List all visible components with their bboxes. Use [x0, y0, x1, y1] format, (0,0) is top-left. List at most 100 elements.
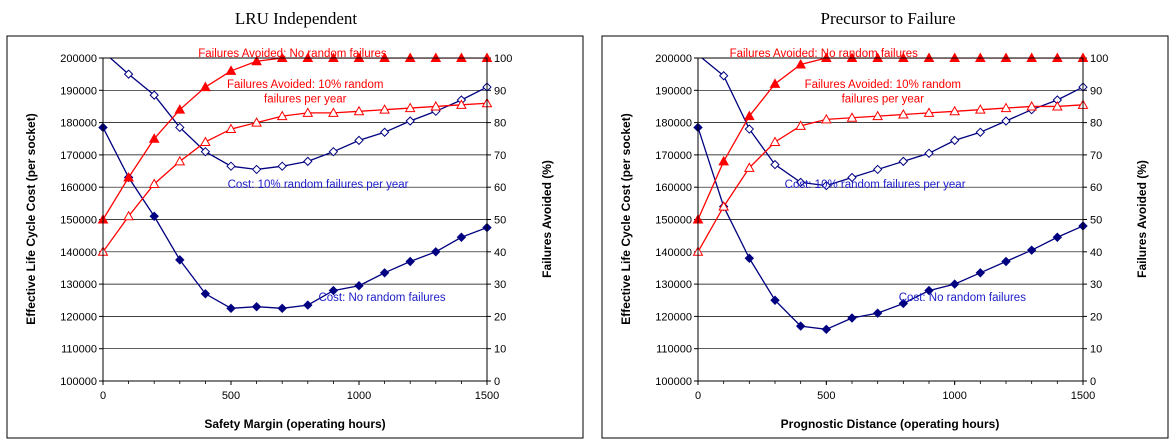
data-point	[820, 113, 832, 124]
data-point	[872, 110, 884, 121]
data-point	[770, 295, 780, 305]
y2-axis-label: Failures Avoided (%)	[1135, 160, 1149, 278]
data-point	[821, 180, 832, 191]
chart-frame	[6, 35, 584, 439]
x-tick-label: 1000	[347, 390, 371, 402]
data-point	[1001, 116, 1011, 126]
data-point	[276, 110, 288, 121]
y2-tick-label: 50	[494, 215, 506, 227]
annotation-label: failures per year	[842, 93, 925, 105]
data-point	[718, 155, 730, 166]
data-point	[430, 100, 442, 111]
annotation-label: Cost: 10% random failures per year	[785, 179, 966, 191]
y-tick-label: 190000	[655, 85, 692, 97]
data-point	[846, 112, 858, 122]
data-point	[174, 104, 186, 114]
y-tick-label: 150000	[655, 215, 692, 227]
y-tick-label: 130000	[60, 279, 97, 291]
data-point	[975, 127, 986, 137]
data-point	[743, 162, 755, 172]
data-point	[149, 211, 159, 221]
y2-tick-label: 80	[1090, 118, 1102, 130]
data-point	[302, 107, 314, 117]
y-tick-label: 100000	[655, 376, 692, 388]
annotation-label: Failures Avoided: 10% random	[227, 79, 383, 91]
data-point	[718, 201, 730, 211]
data-point	[795, 120, 807, 130]
y2-tick-label: 30	[1090, 279, 1102, 291]
data-point	[405, 116, 415, 126]
data-point	[975, 268, 986, 278]
y2-tick-label: 60	[1090, 182, 1102, 194]
data-point	[821, 324, 832, 335]
data-point	[795, 58, 807, 69]
y2-tick-label: 60	[494, 182, 506, 194]
y2-tick-label: 100	[494, 53, 512, 65]
data-point	[405, 256, 415, 267]
y2-tick-label: 10	[494, 344, 506, 356]
y-tick-label: 190000	[60, 85, 97, 97]
y2-tick-label: 90	[1090, 85, 1102, 97]
data-point	[379, 127, 390, 137]
y-tick-label: 110000	[61, 344, 97, 356]
data-point	[353, 105, 365, 116]
data-point	[328, 146, 339, 157]
chart-lru-independent: LRU Independent 100000110000120000130000…	[6, 9, 584, 439]
data-point	[379, 268, 390, 278]
data-point	[949, 135, 960, 146]
data-point	[1001, 256, 1011, 267]
data-point	[795, 321, 806, 331]
data-point	[148, 133, 160, 143]
data-point	[744, 124, 755, 134]
x-axis-label: Safety Margin (operating hours)	[204, 417, 385, 431]
y2-axis-label: Failures Avoided (%)	[540, 160, 554, 278]
series-line	[109, 58, 487, 171]
data-point	[251, 117, 262, 127]
x-tick-label: 0	[100, 390, 106, 402]
x-tick-label: 1500	[1071, 390, 1095, 402]
data-point	[923, 107, 935, 117]
y2-tick-label: 30	[494, 279, 506, 291]
y-tick-label: 160000	[60, 182, 97, 194]
series-line	[103, 58, 487, 220]
data-point	[175, 255, 185, 265]
y-tick-label: 150000	[60, 215, 97, 227]
data-point	[847, 313, 857, 323]
plot-area: 1000001100001200001300001400001500001600…	[60, 48, 512, 402]
data-point	[1052, 232, 1063, 242]
data-point	[251, 55, 262, 66]
data-point	[898, 156, 909, 167]
plot-border	[697, 57, 1084, 382]
chart-title: LRU Independent	[235, 9, 358, 28]
x-tick-label: 0	[695, 390, 701, 402]
data-point	[898, 298, 909, 309]
data-point	[303, 300, 313, 310]
series-line	[700, 58, 1083, 187]
series-line	[698, 58, 1083, 220]
data-point	[226, 161, 236, 171]
y-tick-label: 140000	[60, 247, 97, 259]
series-line	[103, 127, 487, 309]
y2-tick-label: 20	[494, 311, 506, 323]
data-point	[175, 122, 185, 133]
data-point	[456, 99, 467, 109]
y-tick-label: 130000	[655, 279, 692, 291]
data-point	[303, 156, 313, 167]
series-line	[698, 104, 1083, 253]
chart-frame	[601, 35, 1169, 439]
chart-title: Precursor to Failure	[820, 9, 955, 28]
data-point	[354, 281, 364, 291]
data-point	[277, 161, 287, 171]
data-point	[354, 135, 364, 146]
y2-tick-label: 50	[1090, 215, 1102, 227]
data-point	[123, 171, 134, 182]
y2-tick-label: 40	[1090, 247, 1102, 259]
data-point	[1026, 100, 1038, 111]
y2-tick-label: 10	[1090, 344, 1102, 356]
x-axis-label: Prognostic Distance (operating hours)	[781, 417, 1000, 431]
data-point	[225, 65, 237, 75]
data-point	[924, 285, 934, 296]
data-point	[924, 148, 934, 158]
data-point	[872, 164, 883, 175]
